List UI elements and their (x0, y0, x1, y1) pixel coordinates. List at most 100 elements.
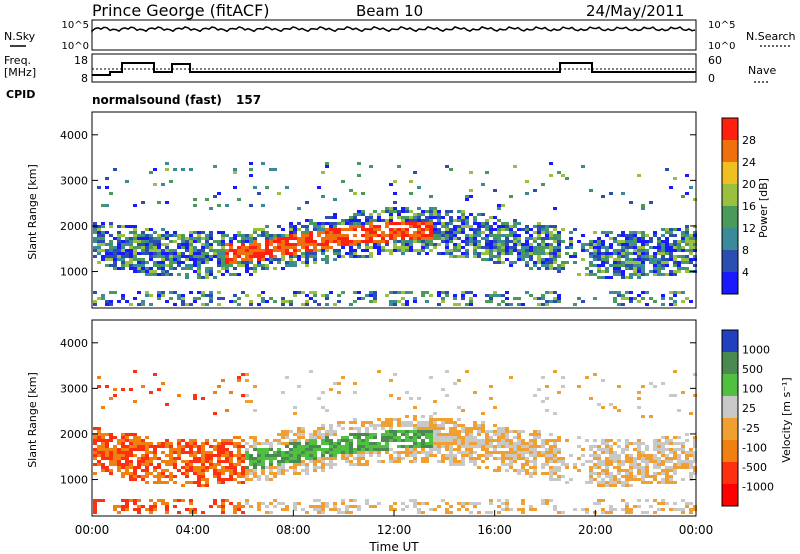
heatmap-cell (121, 388, 125, 391)
heatmap-cell (477, 246, 481, 249)
heatmap-cell (349, 421, 353, 424)
heatmap-cell (333, 231, 337, 234)
heatmap-cell (637, 454, 641, 457)
heatmap-cell (161, 261, 165, 264)
heatmap-cell (621, 451, 625, 454)
heatmap-cell (145, 445, 149, 448)
heatmap-cell (217, 204, 221, 207)
heatmap-cell (313, 255, 317, 258)
heatmap-cell (141, 385, 145, 388)
heatmap-cell (373, 228, 377, 231)
heatmap-cell (173, 460, 177, 463)
heatmap-cell (117, 234, 121, 237)
heatmap-cell (653, 270, 657, 273)
heatmap-cell (589, 466, 593, 469)
heatmap-cell (693, 436, 697, 439)
heatmap-cell (293, 228, 297, 231)
heatmap-cell (261, 463, 265, 466)
heatmap-cell (229, 475, 233, 478)
heatmap-cell (201, 252, 205, 255)
heatmap-cell (361, 255, 365, 258)
heatmap-cell (421, 249, 425, 252)
heatmap-cell (477, 252, 481, 255)
heatmap-cell (617, 252, 621, 255)
heatmap-cell (441, 436, 445, 439)
heatmap-cell (589, 445, 593, 448)
heatmap-cell (377, 246, 381, 249)
heatmap-cell (457, 439, 461, 442)
heatmap-cell (329, 240, 333, 243)
heatmap-cell (209, 291, 213, 294)
heatmap-cell (225, 255, 229, 258)
heatmap-cell (497, 204, 501, 207)
heatmap-cell (281, 243, 285, 246)
heatmap-cell (445, 445, 449, 448)
heatmap-cell (393, 502, 397, 505)
heatmap-cell (473, 246, 477, 249)
heatmap-cell (557, 475, 561, 478)
heatmap-cell (553, 466, 557, 469)
heatmap-cell (273, 234, 277, 237)
heatmap-cell (653, 478, 657, 481)
heatmap-cell (617, 481, 621, 484)
heatmap-cell (597, 270, 601, 273)
heatmap-cell (341, 454, 345, 457)
heatmap-cell (681, 478, 685, 481)
heatmap-cell (677, 246, 681, 249)
heatmap-cell (561, 174, 565, 177)
heatmap-cell (337, 448, 341, 451)
heatmap-cell (533, 246, 537, 249)
heatmap-cell (261, 448, 265, 451)
heatmap-cell (669, 186, 673, 189)
heatmap-cell (241, 291, 245, 294)
heatmap-cell (565, 466, 569, 469)
heatmap-cell (405, 454, 409, 457)
heatmap-cell (441, 225, 445, 228)
heatmap-cell (353, 448, 357, 451)
heatmap-cell (529, 508, 533, 511)
heatmap-cell (253, 409, 257, 412)
heatmap-cell (245, 499, 249, 502)
heatmap-cell (693, 508, 697, 511)
heatmap-cell (405, 216, 409, 219)
heatmap-cell (665, 231, 669, 234)
heatmap-cell (433, 216, 437, 219)
time-x-ticks: 00:00 04:00 08:00 12:00 16:00 20:00 00:00 (75, 510, 713, 537)
heatmap-cell (637, 451, 641, 454)
heatmap-cell (509, 252, 513, 255)
heatmap-cell (97, 448, 101, 451)
heatmap-cell (613, 270, 617, 273)
heatmap-cell (285, 240, 289, 243)
heatmap-cell (489, 243, 493, 246)
heatmap-cell (421, 246, 425, 249)
heatmap-cell (121, 243, 125, 246)
heatmap-cell (233, 436, 237, 439)
heatmap-cell (137, 291, 141, 294)
heatmap-cell (609, 291, 613, 294)
heatmap-cell (609, 511, 613, 514)
heatmap-cell (317, 186, 321, 189)
heatmap-cell (361, 249, 365, 252)
heatmap-cell (509, 439, 513, 442)
heatmap-cell (525, 243, 529, 246)
heatmap-cell (357, 439, 361, 442)
heatmap-cell (509, 225, 513, 228)
heatmap-cell (325, 261, 329, 264)
heatmap-cell (277, 466, 281, 469)
heatmap-cell (201, 469, 205, 472)
heatmap-cell (637, 442, 641, 445)
heatmap-cell (657, 243, 661, 246)
heatmap-cell (473, 451, 477, 454)
heatmap-cell (441, 388, 445, 391)
heatmap-cell (305, 439, 309, 442)
heatmap-cell (437, 445, 441, 448)
heatmap-cell (629, 291, 633, 294)
heatmap-cell (445, 511, 449, 514)
heatmap-cell (537, 228, 541, 231)
heatmap-cell (277, 448, 281, 451)
heatmap-cell (625, 249, 629, 252)
heatmap-cell (661, 508, 665, 511)
heatmap-cell (253, 270, 257, 273)
heatmap-cell (245, 264, 249, 267)
heatmap-cell (585, 267, 589, 270)
